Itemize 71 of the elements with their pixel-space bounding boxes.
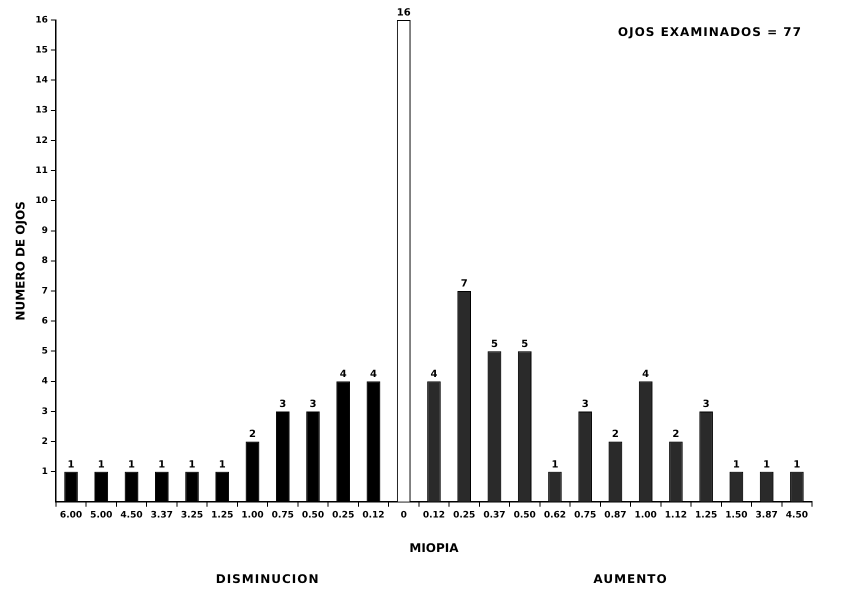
data-label: 1 bbox=[763, 459, 770, 470]
y-tick-label: 14 bbox=[35, 76, 48, 86]
data-label: 5 bbox=[521, 338, 528, 350]
y-tick-label: 5 bbox=[42, 346, 48, 357]
y-tick-label: 7 bbox=[42, 286, 48, 296]
data-label: 4 bbox=[340, 368, 347, 380]
x-tick-label: 0.75 bbox=[574, 510, 596, 521]
x-tick-label: 1.25 bbox=[211, 510, 234, 521]
x-tick-label: 0.62 bbox=[544, 510, 566, 521]
data-label: 7 bbox=[460, 278, 468, 290]
data-label: 3 bbox=[582, 399, 589, 410]
x-tick-label: 0.50 bbox=[302, 510, 324, 521]
data-label: 1 bbox=[158, 459, 166, 470]
x-tick-label: 3.37 bbox=[150, 510, 173, 521]
x-tick-label: 3.25 bbox=[180, 510, 204, 521]
x-tick-label: 4.50 bbox=[120, 510, 143, 521]
annotation: OJOS EXAMINADOS = 77 bbox=[618, 25, 802, 39]
x-tick-label: 1.00 bbox=[634, 510, 657, 521]
data-label: 1 bbox=[218, 459, 226, 470]
data-label: 3 bbox=[310, 399, 317, 410]
data-label: 1 bbox=[98, 459, 105, 470]
x-tick-label: 1.12 bbox=[664, 510, 688, 521]
data-label: 1 bbox=[732, 459, 740, 470]
data-label: 16 bbox=[396, 8, 411, 19]
y-tick-label: 10 bbox=[35, 196, 48, 206]
data-label: 4 bbox=[642, 368, 650, 380]
data-label: 1 bbox=[68, 459, 75, 470]
data-label: 5 bbox=[490, 338, 498, 350]
data-label: 2 bbox=[249, 429, 256, 440]
text: AUMENTO bbox=[593, 572, 668, 586]
y-tick-label: 15 bbox=[35, 45, 48, 56]
data-label: 1 bbox=[793, 459, 800, 470]
x-axis-title: MIOPIA bbox=[409, 540, 460, 555]
y-tick-label: 12 bbox=[35, 136, 48, 146]
text: DISMINUCION bbox=[216, 572, 320, 586]
x-tick-label: 0.12 bbox=[422, 510, 446, 521]
x-tick-label: 5.00 bbox=[90, 510, 112, 521]
x-tick-label: 3.87 bbox=[756, 510, 778, 521]
y-tick-label: 1 bbox=[42, 467, 48, 478]
x-tick-label: 1.00 bbox=[241, 510, 264, 521]
x-tick-label: 0.25 bbox=[453, 510, 476, 521]
data-label: 3 bbox=[279, 399, 286, 410]
data-label: 3 bbox=[702, 399, 710, 410]
data-label: 2 bbox=[612, 429, 619, 440]
y-axis-title: NUMERO DE OJOS bbox=[13, 201, 28, 321]
y-tick-label: 13 bbox=[35, 106, 48, 116]
x-tick-label: 4.50 bbox=[786, 510, 808, 521]
y-tick-label: 2 bbox=[42, 436, 48, 447]
x-tick-label: 0.87 bbox=[604, 510, 627, 521]
data-label: 4 bbox=[370, 368, 377, 380]
x-tick-label: 0.75 bbox=[272, 510, 294, 521]
data-label: 1 bbox=[188, 459, 196, 470]
data-label: 1 bbox=[551, 459, 558, 470]
x-tick-label: 6.00 bbox=[60, 510, 82, 521]
x-tick-label: 0 bbox=[400, 510, 407, 521]
y-tick-label: 6 bbox=[42, 316, 48, 326]
y-tick-label: 4 bbox=[42, 376, 48, 387]
data-label: 2 bbox=[672, 429, 680, 440]
y-tick-label: 11 bbox=[35, 166, 48, 176]
x-tick-label: 1.25 bbox=[695, 510, 718, 521]
data-label: 1 bbox=[128, 459, 136, 470]
x-tick-label: 0.25 bbox=[332, 510, 354, 521]
x-tick-label: 0.50 bbox=[514, 510, 536, 521]
y-tick-label: 3 bbox=[42, 406, 48, 417]
y-tick-label: 16 bbox=[35, 15, 48, 26]
x-tick-label: 0.12 bbox=[362, 510, 385, 521]
y-tick-label: 9 bbox=[42, 226, 48, 236]
y-tick-label: 8 bbox=[42, 256, 48, 266]
x-tick-label: 1.50 bbox=[725, 510, 748, 521]
data-label: 4 bbox=[430, 368, 438, 380]
x-tick-label: 0.37 bbox=[483, 510, 506, 521]
